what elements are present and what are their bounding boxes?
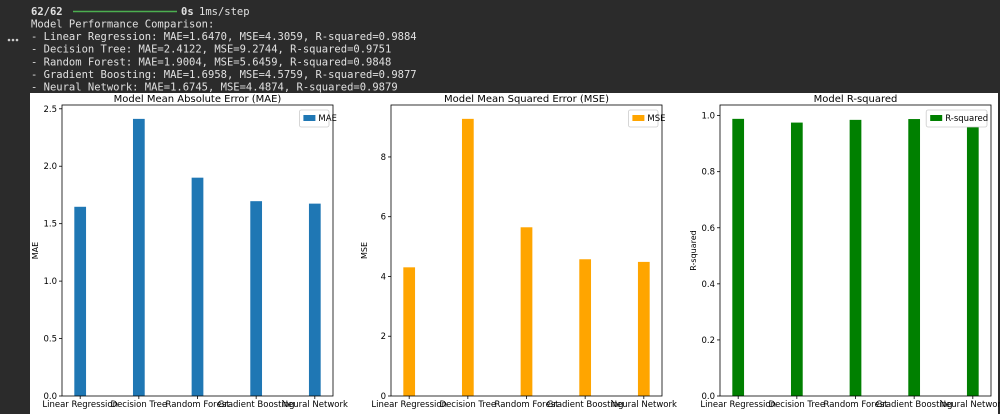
y-tick-label: 0 [381,392,386,402]
progress-count: 62/62 [31,6,63,18]
x-tick-label: Linear Regression [42,400,118,410]
x-tick-label: Linear Regression [371,400,447,410]
output-line: - Gradient Boosting: MAE=1.6958, MSE=4.5… [31,69,417,81]
y-tick-label: 0.5 [43,335,57,345]
bar [308,203,321,396]
bar [250,201,263,396]
y-tick-label: 0.0 [701,392,715,402]
x-tick-label: Neural Network [282,400,348,410]
y-tick-label: 0.0 [43,392,57,402]
legend-swatch [303,115,316,121]
chart-title: Model R-squared [814,94,898,105]
bar [732,118,745,396]
plots: Model Mean Absolute Error (MAE) MAE 0.0 0.5… [31,94,1000,410]
output-line: - Neural Network: MAE=1.6745, MSE=4.4874… [31,82,398,94]
legend-swatch [632,115,645,121]
x-tick-label: Neural Network [940,400,1000,410]
x-tick-label: Random Forest [824,400,889,410]
y-tick-label: 0.6 [701,224,715,234]
bar [74,206,87,396]
progress-time: 0s [181,6,194,18]
x-tick-label: Gradient Boosting [218,400,295,410]
x-tick-label: Decision Tree [111,400,168,410]
x-tick-label: Gradient Boosting [876,400,953,410]
x-tick-label: Gradient Boosting [547,400,624,410]
legend-swatch [930,115,943,121]
axes-frame [719,104,992,397]
bar [461,118,474,396]
y-tick-label: 2.0 [43,162,57,172]
chart-title: Model Mean Squared Error (MSE) [444,94,609,105]
legend-label: R-squared [945,114,988,124]
output-line: - Decision Tree: MAE=2.4122, MSE=9.2744,… [31,44,391,56]
figure [30,93,998,414]
bar [191,177,204,396]
y-tick-label: 8 [381,153,386,163]
bar [520,227,533,396]
bar [849,119,862,397]
y-tick-label: 0.8 [701,168,715,178]
x-tick-label: Random Forest [495,400,560,410]
x-tick-label: Decision Tree [769,400,826,410]
y-tick-label: 0.2 [701,336,715,346]
y-tick-label: 2.5 [43,105,57,115]
x-tick-label: Linear Regression [700,400,776,410]
x-tick-label: Neural Network [611,400,677,410]
bar [579,259,592,396]
output-line: - Linear Regression: MAE=1.6470, MSE=4.3… [31,31,417,43]
bar [637,261,650,396]
x-tick-label: Decision Tree [440,400,497,410]
y-axis-label: R-squared [689,230,698,270]
chart-title: Model Mean Absolute Error (MAE) [114,94,282,105]
axes-frame [390,104,663,397]
y-tick-label: 4 [381,272,386,282]
bar [966,118,979,396]
legend-label: MSE [647,114,665,124]
output-line: Model Performance Comparison: [31,19,214,31]
legend-label: MAE [318,114,337,124]
output-lines: Model Performance Comparison:- Linear Re… [31,19,417,94]
y-tick-label: 1.5 [43,220,57,230]
bar [908,119,921,396]
y-axis-label: MSE [360,242,369,259]
y-tick-label: 1.0 [701,112,715,122]
y-axis-label: MAE [31,242,40,259]
y-tick-label: 2 [381,332,386,342]
bar [132,118,145,396]
y-tick-label: 6 [381,213,386,223]
legend-box [925,109,988,128]
y-tick-label: 0.4 [701,280,715,290]
bar [403,267,416,396]
progress-rate: 1ms/step [199,6,250,18]
x-tick-label: Random Forest [166,400,231,410]
y-tick-label: 1.0 [43,277,57,287]
bar [790,122,803,397]
axes-frame [61,104,334,397]
output-line: - Random Forest: MAE=1.9004, MSE=5.6459,… [31,56,391,68]
more-menu[interactable] [7,38,19,42]
